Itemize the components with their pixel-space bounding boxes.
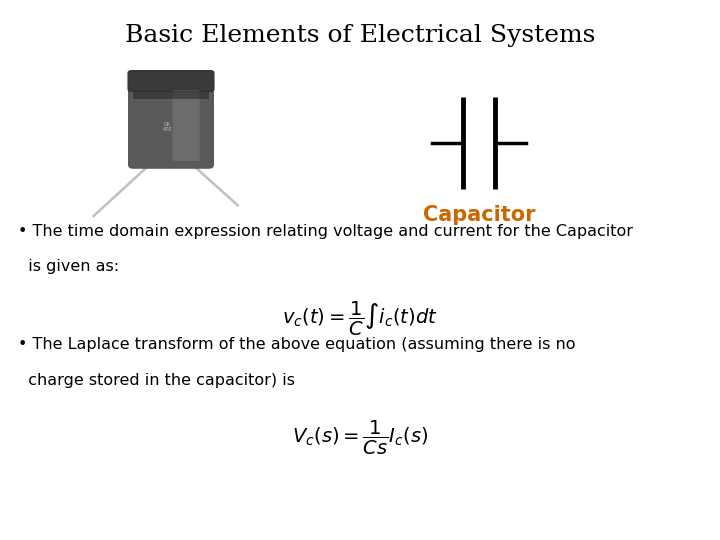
FancyBboxPatch shape [133, 91, 209, 99]
FancyBboxPatch shape [128, 71, 214, 91]
FancyBboxPatch shape [173, 90, 199, 161]
Text: Basic Elements of Electrical Systems: Basic Elements of Electrical Systems [125, 24, 595, 48]
Text: Capacitor: Capacitor [423, 205, 535, 225]
FancyBboxPatch shape [129, 78, 213, 168]
Text: $V_c(s) = \dfrac{1}{Cs}I_c(s)$: $V_c(s) = \dfrac{1}{Cs}I_c(s)$ [292, 418, 428, 457]
Text: GK
470: GK 470 [163, 122, 172, 132]
Text: • The time domain expression relating voltage and current for the Capacitor: • The time domain expression relating vo… [18, 224, 633, 239]
Text: • The Laplace transform of the above equation (assuming there is no: • The Laplace transform of the above equ… [18, 338, 575, 353]
Text: is given as:: is given as: [18, 259, 119, 274]
Text: charge stored in the capacitor) is: charge stored in the capacitor) is [18, 373, 295, 388]
Text: $v_c(t) = \dfrac{1}{C}\int i_c(t)dt$: $v_c(t) = \dfrac{1}{C}\int i_c(t)dt$ [282, 300, 438, 338]
